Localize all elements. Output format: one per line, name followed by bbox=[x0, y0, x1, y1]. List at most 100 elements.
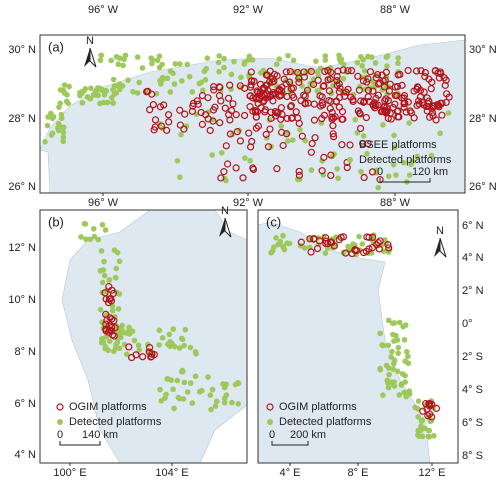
y-tick-label: 30° N bbox=[8, 44, 36, 56]
detected-platform bbox=[322, 57, 329, 63]
reference-platform bbox=[251, 107, 259, 115]
detected-platform bbox=[183, 123, 190, 130]
detected-platform bbox=[395, 344, 402, 351]
detected-platform bbox=[61, 82, 68, 88]
reference-platform bbox=[215, 92, 224, 100]
detected-platform bbox=[186, 73, 193, 80]
reference-platform bbox=[229, 100, 237, 108]
reference-platform bbox=[306, 235, 314, 243]
reference-platform bbox=[149, 101, 157, 109]
detected-platform bbox=[110, 86, 116, 93]
detected-platform bbox=[395, 60, 401, 67]
detected-platform bbox=[116, 258, 123, 265]
detected-platform bbox=[216, 68, 222, 75]
reference-platform bbox=[435, 74, 443, 82]
reference-platform bbox=[319, 82, 327, 90]
detected-platform bbox=[179, 336, 186, 343]
reference-platform bbox=[335, 80, 343, 88]
reference-platform bbox=[223, 160, 232, 168]
detected-platform bbox=[174, 377, 181, 384]
detected-platform bbox=[277, 238, 284, 245]
reference-platform bbox=[288, 91, 296, 99]
detected-platform bbox=[405, 353, 411, 360]
reference-platform bbox=[365, 245, 373, 253]
y-tick-label: 6° N bbox=[462, 220, 484, 232]
detected-platform bbox=[431, 432, 437, 439]
detected-platform bbox=[221, 55, 227, 62]
detected-platform bbox=[358, 53, 364, 60]
reference-platform bbox=[357, 97, 365, 105]
reference-platform bbox=[280, 75, 288, 83]
reference-platform bbox=[128, 353, 136, 362]
reference-platform bbox=[421, 73, 429, 81]
reference-platform bbox=[329, 122, 337, 130]
detected-platform bbox=[105, 347, 111, 354]
reference-platform bbox=[325, 96, 333, 105]
detected-platform bbox=[119, 327, 125, 333]
detected-platform bbox=[126, 327, 132, 334]
reference-platform bbox=[344, 67, 352, 75]
land bbox=[39, 149, 51, 194]
detected-platform bbox=[358, 168, 364, 175]
detected-platform bbox=[171, 405, 177, 412]
reference-platform bbox=[216, 119, 224, 127]
reference-platform bbox=[417, 67, 425, 75]
reference-platform bbox=[419, 407, 427, 415]
detected-platform bbox=[223, 177, 229, 184]
reference-platform bbox=[261, 108, 269, 116]
detected-platform bbox=[404, 348, 410, 355]
scale-label: 0 bbox=[269, 429, 275, 441]
detected-platform bbox=[187, 380, 194, 386]
reference-platform bbox=[412, 67, 421, 75]
y-tick-label: 6° N bbox=[14, 398, 36, 410]
legend-label: Detected platforms bbox=[359, 154, 452, 166]
scale-bar bbox=[271, 441, 309, 446]
detected-platform bbox=[391, 379, 397, 385]
detected-platform bbox=[113, 265, 120, 272]
reference-platform bbox=[385, 87, 393, 95]
detected-platform bbox=[383, 54, 390, 61]
reference-platform bbox=[354, 72, 362, 80]
detected-platform bbox=[281, 246, 288, 253]
detected-platform bbox=[391, 132, 397, 139]
detected-platform bbox=[221, 399, 228, 406]
reference-platform bbox=[287, 114, 296, 122]
detected-platform bbox=[134, 90, 141, 96]
reference-platform bbox=[356, 124, 365, 133]
detected-platform bbox=[401, 389, 407, 396]
reference-platform bbox=[264, 143, 273, 151]
detected-platform bbox=[215, 59, 222, 66]
x-tick-label: 96° W bbox=[88, 197, 119, 209]
detected-platform bbox=[102, 227, 109, 233]
detected-platform bbox=[391, 383, 398, 389]
detected-platform bbox=[364, 150, 370, 157]
detected-platform bbox=[97, 100, 103, 107]
legend-label: Detected platforms bbox=[69, 416, 162, 428]
detected-platform bbox=[393, 332, 399, 339]
detected-platform bbox=[171, 343, 178, 350]
detected-platform bbox=[380, 122, 386, 128]
reference-platform bbox=[282, 130, 291, 138]
reference-platform bbox=[366, 68, 375, 76]
reference-platform bbox=[428, 413, 436, 421]
detected-platform bbox=[385, 342, 392, 349]
reference-platform bbox=[393, 82, 402, 91]
detected-platform bbox=[171, 81, 178, 87]
detected-platform bbox=[159, 335, 166, 341]
reference-platform bbox=[275, 92, 283, 100]
y-tick-label: 6° S bbox=[462, 417, 483, 429]
detected-platform bbox=[377, 330, 383, 337]
detected-platform bbox=[399, 381, 405, 387]
detected-platform bbox=[79, 100, 86, 106]
reference-platform bbox=[432, 404, 441, 413]
detected-platform bbox=[415, 432, 421, 438]
reference-platform bbox=[355, 109, 364, 117]
reference-platform bbox=[266, 125, 274, 133]
detected-platform bbox=[276, 56, 283, 62]
y-tick-label: 12° N bbox=[8, 242, 36, 254]
detected-platform bbox=[232, 381, 239, 388]
detected-platform bbox=[409, 158, 416, 165]
detected-platform bbox=[415, 427, 422, 434]
detected-platform bbox=[394, 337, 401, 343]
